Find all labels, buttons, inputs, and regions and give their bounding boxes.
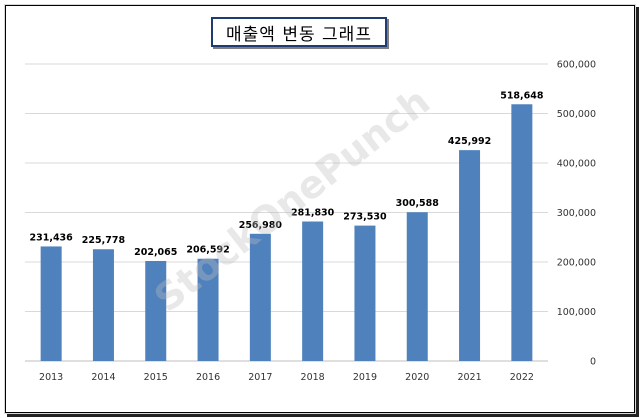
x-tick-label: 2015 (144, 372, 168, 383)
bar-2022 (511, 104, 533, 362)
data-label: 300,588 (396, 198, 440, 209)
x-tick-label: 2021 (457, 372, 481, 383)
x-tick-label: 2020 (405, 372, 429, 383)
watermark: StockOnePunch (146, 79, 438, 321)
bars (40, 104, 533, 362)
data-label: 518,648 (500, 90, 544, 101)
bar-2016 (197, 258, 219, 361)
data-label: 256,980 (239, 220, 283, 231)
y-tick-label: 600,000 (557, 60, 596, 71)
x-tick-label: 2016 (196, 372, 220, 383)
bar-2013 (40, 246, 62, 361)
y-tick-label: 300,000 (557, 208, 596, 219)
y-tick-label: 400,000 (557, 159, 596, 170)
x-axis-ticks: 2013 2014 2015 2016 2017 2018 2019 2020 2021 2022 (39, 372, 534, 383)
x-tick-label: 2018 (301, 372, 325, 383)
chart-title: 매출액 변동 그래프 (211, 17, 387, 47)
bar-2014 (92, 249, 114, 361)
bar-2017 (249, 233, 271, 361)
data-label: 202,065 (134, 247, 177, 258)
bar-2021 (459, 150, 481, 361)
y-tick-label: 200,000 (557, 258, 596, 269)
x-tick-label: 2019 (353, 372, 377, 383)
data-labels: 231,436 225,778 202,065 206,592 256,980 281,8… (30, 90, 544, 258)
bar-2015 (145, 260, 167, 361)
bar-2020 (406, 212, 428, 361)
y-axis-ticks: 0 100,000 200,000 300,000 400,000 500,000 600,… (557, 60, 596, 368)
bar-2019 (354, 225, 376, 361)
data-label: 206,592 (186, 245, 229, 256)
data-label: 225,778 (82, 235, 126, 246)
data-label: 231,436 (30, 232, 74, 243)
x-tick-label: 2022 (510, 372, 534, 383)
x-tick-label: 2017 (248, 372, 272, 383)
data-label: 281,830 (291, 207, 335, 218)
y-tick-label: 100,000 (557, 307, 596, 318)
x-tick-label: 2014 (91, 372, 115, 383)
data-label: 425,992 (448, 136, 491, 147)
x-tick-label: 2013 (39, 372, 63, 383)
y-tick-label: 0 (590, 357, 596, 368)
bar-2018 (302, 221, 324, 361)
y-tick-label: 500,000 (557, 109, 596, 120)
data-label: 273,530 (343, 212, 387, 223)
